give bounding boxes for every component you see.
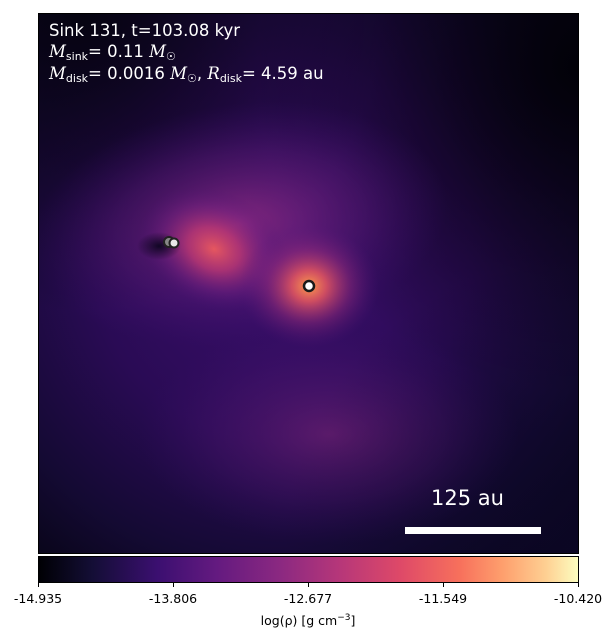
sink-title: Sink 131, t=103.08 kyr (49, 21, 241, 40)
companion-sink-b-marker (168, 237, 180, 249)
scale-bar-label: 125 au (431, 486, 504, 510)
density-map (39, 14, 578, 553)
colorbar-label: log(ρ) [g cm−3] (260, 613, 356, 629)
disk-annotation: Mdisk= 0.0016 M☉, Rdisk= 4.59 au (49, 64, 324, 85)
colorbar-tick-label: -13.806 (148, 591, 198, 606)
colorbar-tick (443, 583, 444, 587)
colorbar-tick (578, 583, 579, 587)
colorbar-tick (173, 583, 174, 587)
colorbar-tick (38, 583, 39, 587)
sink-mass-annotation: Msink= 0.11 M☉ (49, 42, 176, 63)
scale-bar (405, 527, 541, 534)
colorbar-tick-label: -12.677 (283, 591, 333, 606)
colorbar-tick-label: -11.549 (418, 591, 468, 606)
colorbar-tick-label: -14.935 (13, 591, 63, 606)
colorbar (38, 556, 579, 583)
density-map-panel: Sink 131, t=103.08 kyr Msink= 0.11 M☉ Md… (38, 13, 579, 554)
colorbar-tick (308, 583, 309, 587)
colorbar-tick-label: -10.420 (553, 591, 603, 606)
sink-marker-group (163, 236, 316, 293)
sink-131-marker (302, 279, 316, 293)
